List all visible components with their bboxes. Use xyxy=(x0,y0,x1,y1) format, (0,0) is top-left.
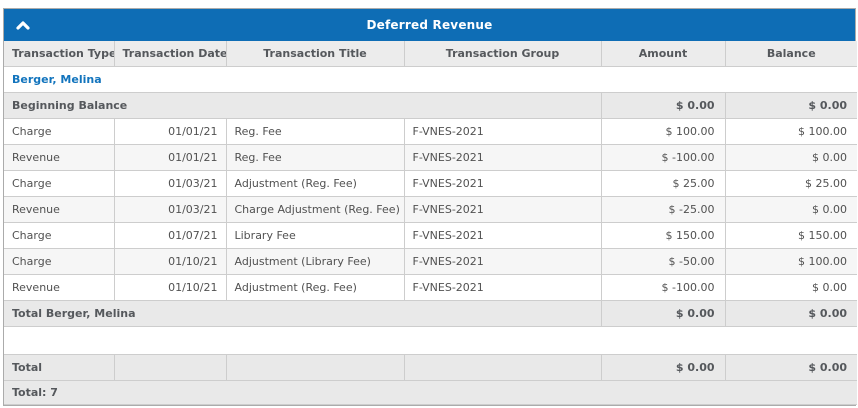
collapse-button[interactable] xyxy=(12,9,34,41)
transaction-row: Revenue 01/03/21 Charge Adjustment (Reg.… xyxy=(4,196,857,223)
grand-total-empty-title xyxy=(225,354,405,381)
cell-transaction-type: Revenue xyxy=(4,144,115,171)
transaction-row: Charge 01/03/21 Adjustment (Reg. Fee) F-… xyxy=(4,170,857,197)
cell-balance: $ 25.00 xyxy=(724,170,857,197)
transaction-row: Charge 01/01/21 Reg. Fee F-VNES-2021 $ 1… xyxy=(4,118,857,145)
cell-transaction-group: F-VNES-2021 xyxy=(403,144,602,171)
cell-transaction-title: Adjustment (Reg. Fee) xyxy=(225,170,405,197)
cell-amount: $ -100.00 xyxy=(600,274,726,301)
student-name-link[interactable]: Berger, Melina xyxy=(4,66,857,93)
cell-amount: $ 150.00 xyxy=(600,222,726,249)
cell-transaction-date: 01/03/21 xyxy=(113,170,227,197)
group-total-amount: $ 0.00 xyxy=(600,300,726,327)
cell-transaction-date: 01/10/21 xyxy=(113,248,227,275)
column-header-transaction-type: Transaction Type xyxy=(4,41,115,67)
column-header-transaction-date: Transaction Date xyxy=(113,41,227,67)
spacer-row xyxy=(4,326,857,355)
cell-amount: $ 25.00 xyxy=(600,170,726,197)
cell-amount: $ -50.00 xyxy=(600,248,726,275)
transaction-row: Charge 01/07/21 Library Fee F-VNES-2021 … xyxy=(4,222,857,249)
column-header-transaction-title: Transaction Title xyxy=(225,41,405,67)
cell-transaction-type: Revenue xyxy=(4,196,115,223)
cell-transaction-date: 01/01/21 xyxy=(113,118,227,145)
group-total-row: Total Berger, Melina $ 0.00 $ 0.00 xyxy=(4,300,857,327)
cell-transaction-title: Reg. Fee xyxy=(225,118,405,145)
cell-transaction-type: Charge xyxy=(4,222,115,249)
column-header-balance: Balance xyxy=(724,41,857,67)
cell-transaction-title: Charge Adjustment (Reg. Fee) xyxy=(225,196,405,223)
cell-transaction-date: 01/03/21 xyxy=(113,196,227,223)
cell-transaction-type: Charge xyxy=(4,248,115,275)
cell-transaction-title: Adjustment (Reg. Fee) xyxy=(225,274,405,301)
cell-balance: $ 0.00 xyxy=(724,144,857,171)
beginning-balance-row: Beginning Balance $ 0.00 $ 0.00 xyxy=(4,92,857,119)
beginning-balance-label: Beginning Balance xyxy=(4,92,602,119)
cell-transaction-date: 01/07/21 xyxy=(113,222,227,249)
cell-balance: $ 150.00 xyxy=(724,222,857,249)
panel-header: Deferred Revenue xyxy=(4,9,855,41)
grand-total-label: Total xyxy=(4,354,115,381)
column-header-amount: Amount xyxy=(600,41,726,67)
transaction-row: Revenue 01/01/21 Reg. Fee F-VNES-2021 $ … xyxy=(4,144,857,171)
cell-amount: $ 100.00 xyxy=(600,118,726,145)
cell-transaction-title: Library Fee xyxy=(225,222,405,249)
cell-transaction-title: Reg. Fee xyxy=(225,144,405,171)
deferred-revenue-table: Transaction Type Transaction Date Transa… xyxy=(4,41,857,405)
cell-amount: $ -100.00 xyxy=(600,144,726,171)
cell-transaction-group: F-VNES-2021 xyxy=(403,170,602,197)
grand-total-empty-group xyxy=(403,354,602,381)
cell-transaction-type: Charge xyxy=(4,118,115,145)
chevron-up-icon xyxy=(16,21,30,30)
cell-transaction-group: F-VNES-2021 xyxy=(403,274,602,301)
grand-total-empty-date xyxy=(113,354,227,381)
group-total-balance: $ 0.00 xyxy=(724,300,857,327)
column-header-transaction-group: Transaction Group xyxy=(403,41,602,67)
beginning-balance-balance: $ 0.00 xyxy=(724,92,857,119)
cell-transaction-date: 01/10/21 xyxy=(113,274,227,301)
cell-balance: $ 0.00 xyxy=(724,196,857,223)
cell-transaction-date: 01/01/21 xyxy=(113,144,227,171)
deferred-revenue-panel: Deferred Revenue Transaction Type Transa… xyxy=(3,8,857,406)
grand-total-row: Total $ 0.00 $ 0.00 xyxy=(4,354,857,381)
cell-balance: $ 100.00 xyxy=(724,248,857,275)
cell-transaction-type: Charge xyxy=(4,170,115,197)
transaction-rows: Charge 01/01/21 Reg. Fee F-VNES-2021 $ 1… xyxy=(4,118,857,301)
beginning-balance-amount: $ 0.00 xyxy=(600,92,726,119)
cell-balance: $ 100.00 xyxy=(724,118,857,145)
grand-total-amount: $ 0.00 xyxy=(600,354,726,381)
cell-transaction-group: F-VNES-2021 xyxy=(403,196,602,223)
column-header-row: Transaction Type Transaction Date Transa… xyxy=(4,41,857,67)
table-header: Transaction Type Transaction Date Transa… xyxy=(4,41,857,67)
transaction-row: Revenue 01/10/21 Adjustment (Reg. Fee) F… xyxy=(4,274,857,301)
cell-transaction-group: F-VNES-2021 xyxy=(403,118,602,145)
cell-balance: $ 0.00 xyxy=(724,274,857,301)
record-count-row: Total: 7 xyxy=(4,380,857,405)
cell-transaction-type: Revenue xyxy=(4,274,115,301)
group-name-row: Berger, Melina xyxy=(4,66,857,93)
spacer-cell xyxy=(4,326,857,355)
cell-transaction-title: Adjustment (Library Fee) xyxy=(225,248,405,275)
grand-total-balance: $ 0.00 xyxy=(724,354,857,381)
panel-title: Deferred Revenue xyxy=(366,18,493,32)
cell-amount: $ -25.00 xyxy=(600,196,726,223)
cell-transaction-group: F-VNES-2021 xyxy=(403,222,602,249)
cell-transaction-group: F-VNES-2021 xyxy=(403,248,602,275)
transaction-row: Charge 01/10/21 Adjustment (Library Fee)… xyxy=(4,248,857,275)
group-total-label: Total Berger, Melina xyxy=(4,300,602,327)
record-count-label: Total: 7 xyxy=(4,380,857,405)
